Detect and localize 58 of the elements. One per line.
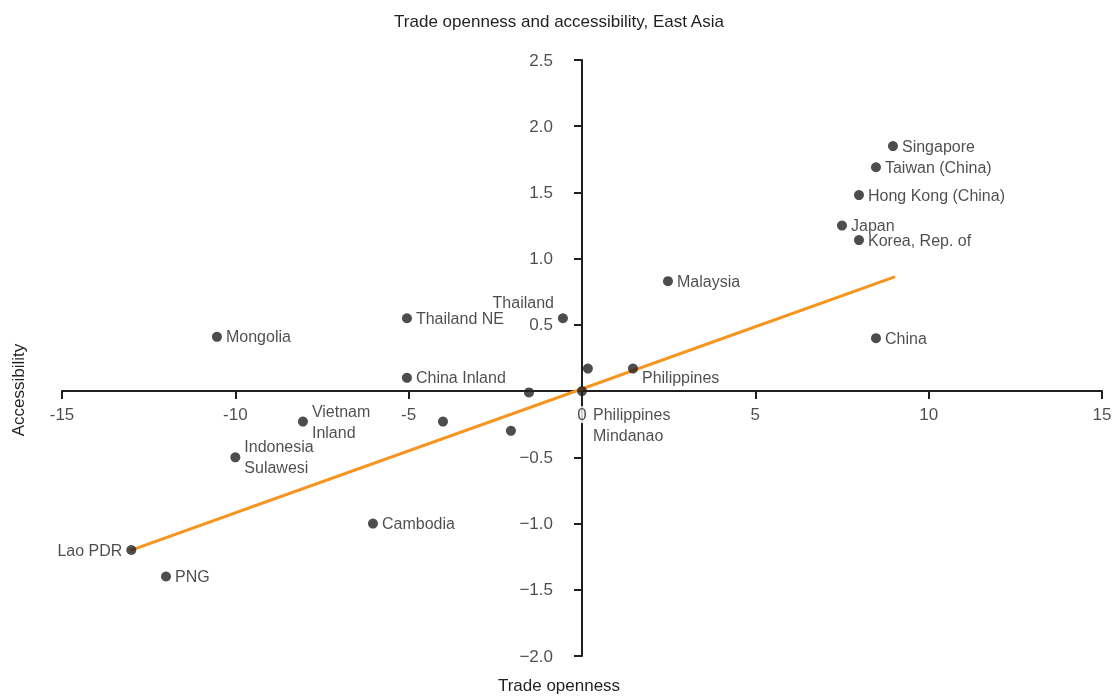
annotation: Lao PDR bbox=[57, 541, 123, 559]
point bbox=[297, 416, 308, 427]
y-tick-label: 1.0 bbox=[529, 249, 553, 269]
annotation: Mongolia bbox=[225, 328, 291, 346]
y-tick-label: −1.0 bbox=[519, 514, 553, 534]
point bbox=[211, 331, 222, 342]
point bbox=[627, 363, 638, 374]
point bbox=[401, 313, 412, 324]
x-tick-label: 10 bbox=[919, 405, 939, 425]
point bbox=[837, 220, 847, 231]
annotation: Singapore bbox=[901, 137, 976, 155]
x-tick-label: -15 bbox=[49, 405, 75, 425]
point bbox=[523, 387, 534, 398]
annotation: Hong Kong (China) bbox=[867, 186, 1005, 204]
annotation: Malaysia bbox=[676, 272, 741, 290]
point bbox=[662, 276, 673, 287]
x-tick-label: -5 bbox=[401, 405, 417, 425]
annotation: Cambodia bbox=[381, 515, 455, 533]
point bbox=[126, 545, 137, 556]
annotation: China Inland bbox=[415, 369, 506, 387]
y-axis-title: Accessibility bbox=[8, 343, 28, 437]
point bbox=[557, 313, 568, 324]
point bbox=[854, 190, 864, 201]
annotation: PNG bbox=[175, 568, 210, 586]
point bbox=[401, 372, 412, 383]
annotation: Vietnam Inland bbox=[311, 402, 371, 441]
point bbox=[577, 386, 587, 397]
point bbox=[887, 141, 898, 152]
point bbox=[161, 571, 171, 582]
y-tick-label: −2.0 bbox=[519, 646, 553, 666]
y-tick-label: 2.0 bbox=[529, 116, 553, 136]
point bbox=[505, 425, 516, 436]
point bbox=[582, 363, 593, 374]
x-tick-label: -10 bbox=[223, 405, 248, 425]
point bbox=[870, 333, 881, 344]
y-tick-label: −1.5 bbox=[519, 580, 553, 600]
point bbox=[230, 452, 241, 463]
annotation: Indonesia Sulawesi bbox=[244, 438, 314, 477]
x-tick-label: 5 bbox=[750, 405, 761, 425]
annotation: Japan bbox=[851, 217, 895, 235]
x-tick-label: 15 bbox=[1092, 405, 1112, 425]
y-tick-label: 0.5 bbox=[529, 315, 553, 335]
annotation: Thailand bbox=[492, 293, 554, 311]
annotation: Philippines bbox=[641, 369, 720, 387]
point bbox=[854, 235, 864, 246]
x-tick-label: 0 bbox=[577, 405, 587, 425]
chart-title: Trade openness and accessibility, East Asia bbox=[394, 12, 725, 31]
point bbox=[367, 518, 378, 529]
annotation: Philippines Mindanao bbox=[593, 406, 671, 445]
annotation: Thailand NE bbox=[415, 309, 504, 327]
point bbox=[870, 162, 881, 173]
point bbox=[438, 416, 448, 427]
x-axis-title: Trade openness bbox=[497, 676, 621, 695]
y-tick-label: −0.5 bbox=[519, 447, 553, 467]
y-tick-label: 2.5 bbox=[529, 50, 553, 70]
y-tick-label: 1.5 bbox=[529, 182, 553, 202]
annotation: China bbox=[884, 329, 927, 347]
annotation: Taiwan (China) bbox=[884, 158, 992, 176]
